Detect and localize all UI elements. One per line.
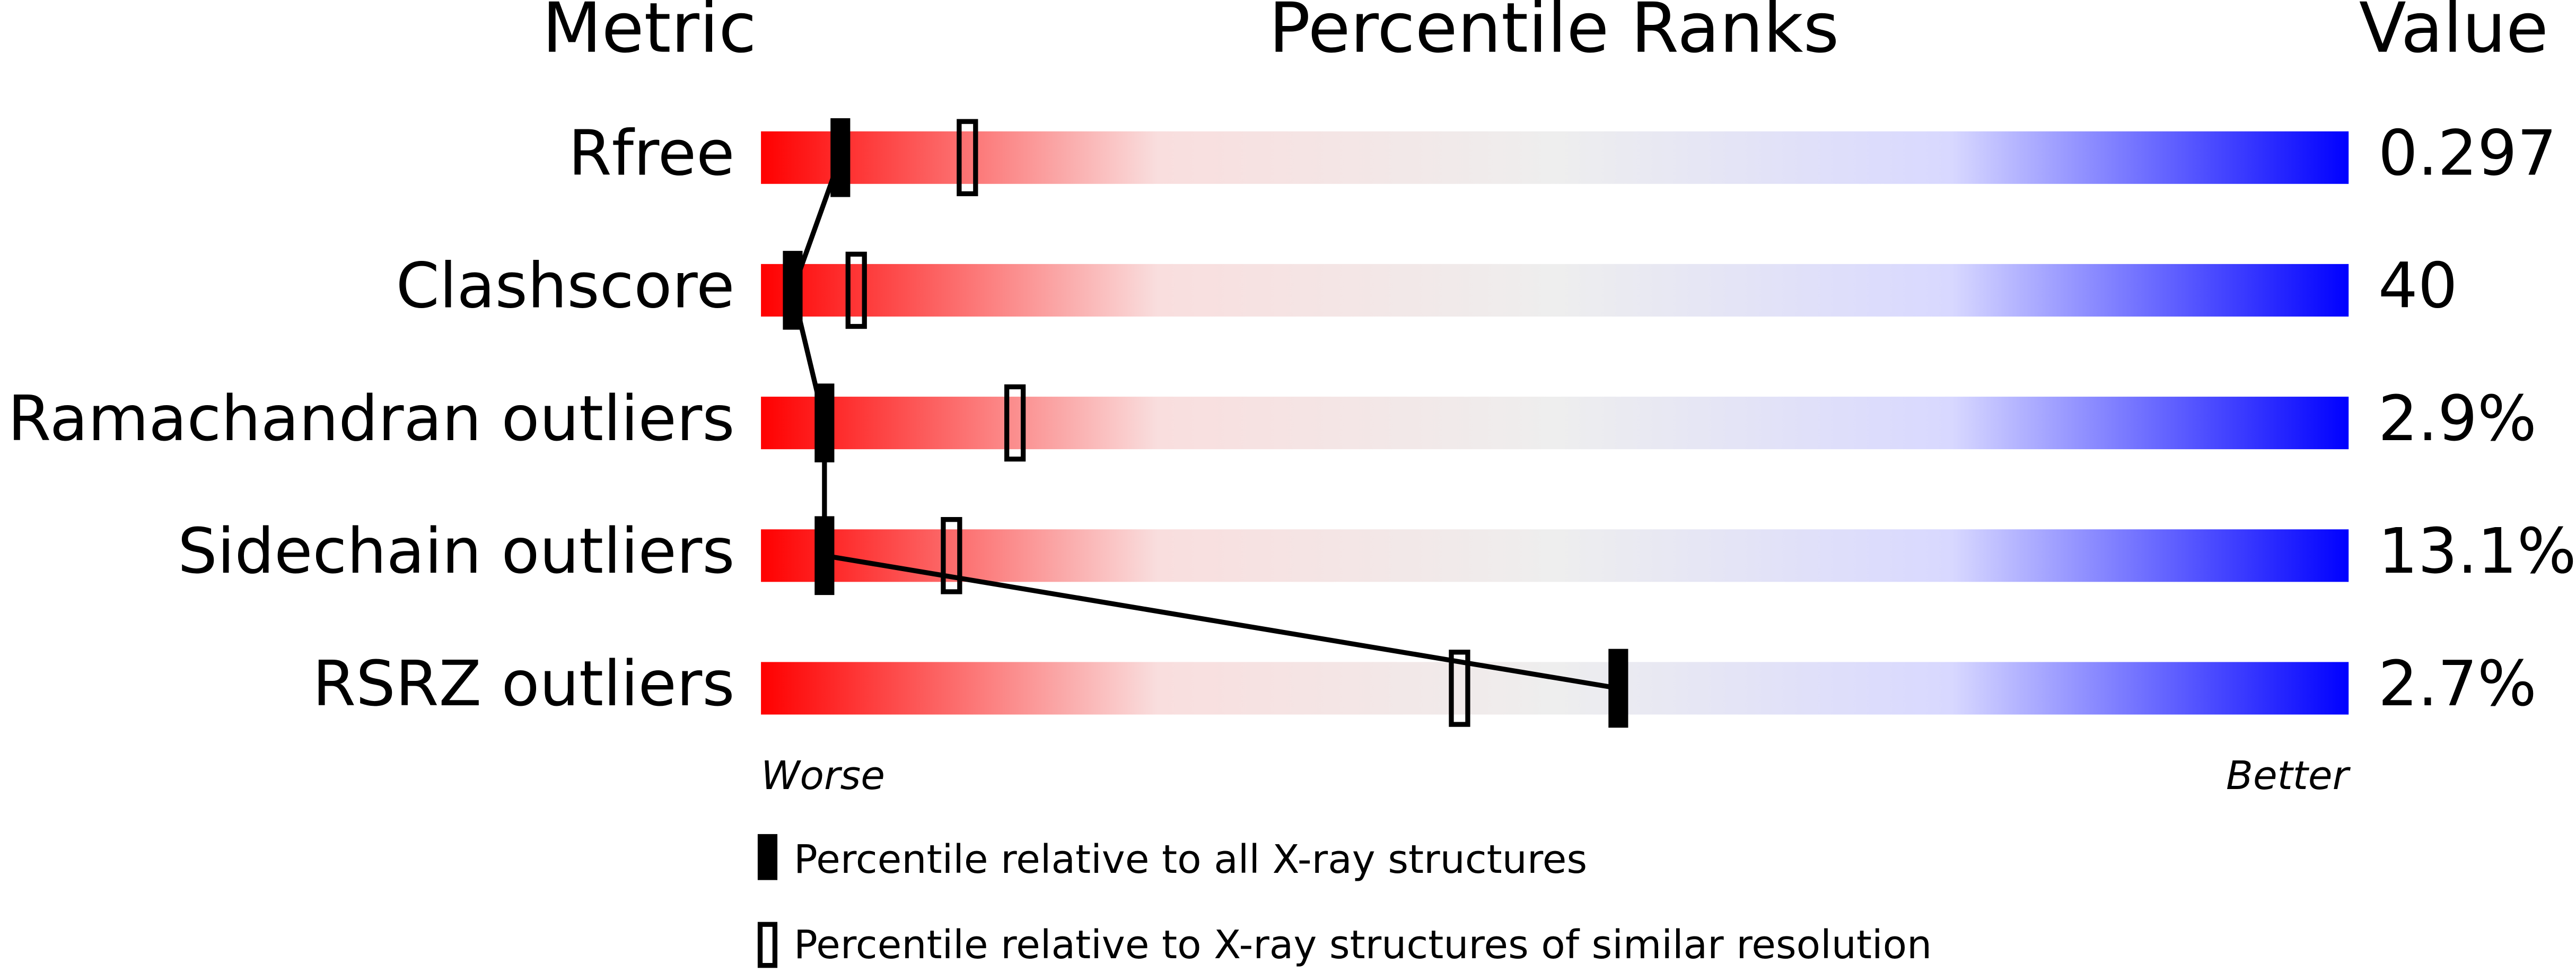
legend-key [757, 922, 778, 968]
metric-value: 0.297 [2378, 117, 2557, 189]
percentile-marker [830, 118, 851, 197]
column-header: Percentile Ranks [1269, 0, 1839, 68]
percentile-marker-open [957, 119, 978, 197]
legend-key [757, 834, 778, 880]
legend-label: Percentile relative to X-ray structures … [794, 922, 1932, 968]
metric-label: Clashscore [396, 250, 735, 322]
percentile-marker [814, 516, 835, 596]
metric-label: Rfree [568, 117, 735, 189]
column-header: Metric [542, 0, 756, 68]
percentile-marker-open [941, 517, 962, 594]
column-header: Value [2359, 0, 2548, 68]
metric-label: Sidechain outliers [178, 515, 734, 588]
metric-value: 2.9% [2378, 382, 2537, 455]
percentile-bar [761, 131, 2349, 184]
percentile-marker-open [1004, 384, 1026, 462]
percentile-marker [1608, 649, 1628, 728]
percentile-marker [814, 383, 835, 462]
percentile-bar [761, 264, 2349, 317]
legend-label: Percentile relative to all X-ray structu… [794, 836, 1587, 882]
metric-label: RSRZ outliers [312, 647, 734, 720]
percentile-marker [783, 251, 803, 330]
metric-value: 13.1% [2378, 515, 2576, 588]
metric-value: 2.7% [2378, 647, 2537, 720]
axis-label: Better [2226, 752, 2351, 799]
axis-label: Worse [761, 752, 885, 799]
percentile-marker-open [1449, 650, 1470, 727]
percentile-bar [761, 662, 2349, 715]
percentile-marker-open [845, 251, 867, 329]
metric-label: Ramachandran outliers [8, 382, 735, 455]
percentile-bar [761, 529, 2349, 582]
metric-value: 40 [2378, 250, 2458, 322]
percentile-bar [761, 397, 2349, 450]
